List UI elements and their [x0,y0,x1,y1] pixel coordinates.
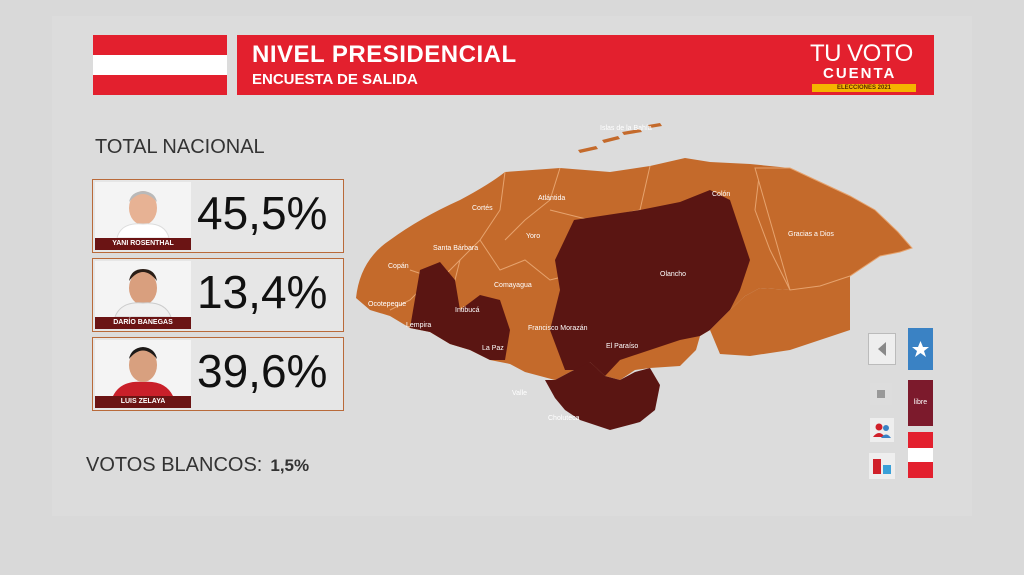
region-olancho-francisco-morazan[interactable] [550,190,750,376]
map-label: La Paz [482,345,504,352]
map-label: Intibucá [455,307,480,314]
total-nacional-label: TOTAL NACIONAL [95,136,265,158]
candidate-percent: 39,6% [197,345,328,397]
party-star-button[interactable] [908,328,933,370]
map-label: Cortés [472,205,493,212]
map-label: El Paraíso [606,343,638,350]
candidate-photo [95,261,191,317]
candidate-photo [95,340,191,396]
map-label: Yoro [526,233,540,240]
chart-button[interactable] [869,453,895,479]
candidate-photo [95,182,191,238]
stop-button[interactable] [870,383,892,405]
header-banner: NIVEL PRESIDENCIAL ENCUESTA DE SALIDA TU… [237,35,934,95]
map-label: Islas de la Bahía [600,125,652,132]
candidate-percent: 13,4% [197,266,328,318]
tu-voto-cuenta-logo: TU VOTO CUENTA ELECCIONES 2021 [810,40,922,92]
candidate-percent: 45,5% [197,187,328,239]
candidate-card: YANI ROSENTHAL 45,5% [92,179,344,253]
region-valle-choluteca[interactable] [545,362,660,430]
map-label: Colón [712,191,730,198]
chevron-left-icon [878,342,886,356]
map-label: Comayagua [494,282,532,289]
candidate-name: DARÍO BANEGAS [95,317,191,329]
map-label: Gracias a Dios [788,231,834,238]
votos-blancos-value: 1,5% [270,456,310,475]
map-label: Lempira [406,322,431,329]
page-subtitle: ENCUESTA DE SALIDA [252,71,418,88]
back-button[interactable] [868,333,896,365]
honduras-map: Islas de la Bahía Atlántida Colón Cortés… [356,123,913,430]
libre-button[interactable]: libre [908,380,933,426]
region-islas-de-la-bahia[interactable] [578,123,662,153]
map-label: Choluteca [548,415,580,422]
map-label: Ocotepeque [368,301,406,308]
votos-blancos-label: VOTOS BLANCOS: [86,454,263,476]
candidate-card: LUIS ZELAYA 39,6% [92,337,344,411]
square-icon [877,390,885,398]
page-title: NIVEL PRESIDENCIAL [252,41,517,68]
star-icon [912,341,929,357]
party-flag [93,35,227,95]
map-label: Francisco Morazán [528,325,588,332]
map-label: Atlántida [538,195,565,202]
candidate-name: YANI ROSENTHAL [95,238,191,250]
map-label: Olancho [660,271,686,278]
map-label: Copán [388,263,409,270]
map-label: Valle [512,390,527,397]
flag-stripe [908,448,933,462]
region-lempira-intibuca[interactable] [410,262,510,360]
people-button[interactable] [870,418,894,442]
people-icon [873,423,891,438]
bar-chart-icon [873,459,891,474]
map-label: Santa Bárbara [433,245,478,252]
flag-button[interactable] [908,432,933,478]
region-gracias-a-dios[interactable] [754,167,913,291]
candidate-card: DARÍO BANEGAS 13,4% [92,258,344,332]
candidate-name: LUIS ZELAYA [95,396,191,408]
region-el-paraiso[interactable] [710,276,850,356]
votos-blancos: VOTOS BLANCOS: 1,5% [86,454,309,477]
